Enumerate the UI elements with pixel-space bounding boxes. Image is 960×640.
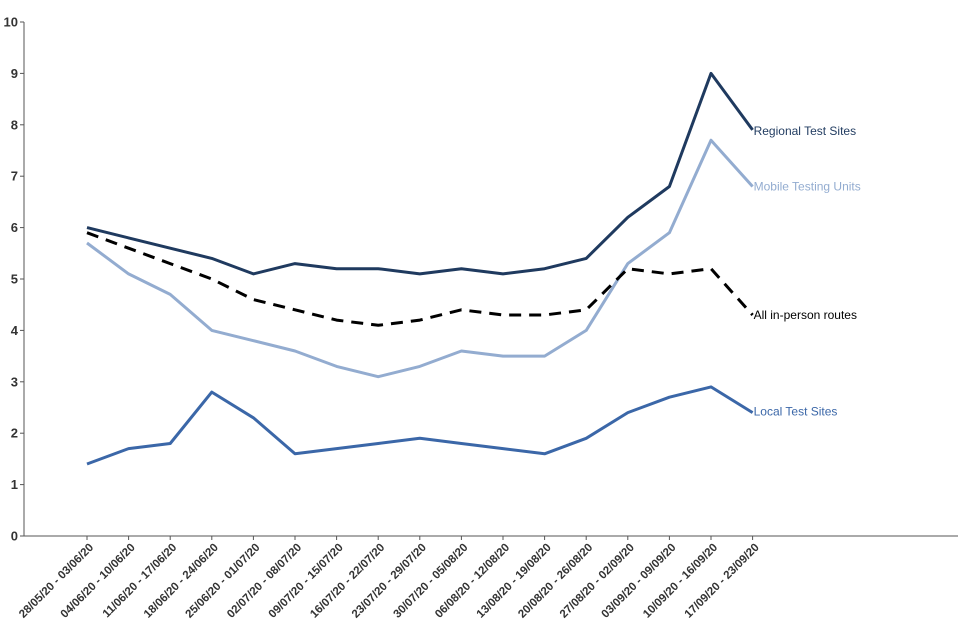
x-tick-label: 09/07/20 - 15/07/20: [267, 542, 346, 621]
series-labels: Regional Test Sites Mobile Testing Units A…: [754, 124, 861, 419]
series-line-regional-test-sites: [86, 71, 754, 276]
y-tick-label: 4: [11, 323, 19, 338]
x-tick-label: 18/06/20 - 24/06/20: [142, 542, 221, 621]
series-label: Mobile Testing Units: [754, 179, 861, 193]
series-label: Local Test Sites: [754, 405, 838, 419]
x-tick-label: 03/09/20 - 09/09/20: [600, 542, 679, 621]
x-tick-label: 25/06/20 - 01/07/20: [184, 542, 263, 621]
series-line-local-test-sites: [86, 385, 754, 466]
y-tick-label: 5: [11, 272, 18, 287]
x-tick-label: 17/09/20 - 23/09/20: [683, 542, 762, 621]
x-tick-label: 02/07/20 - 08/07/20: [225, 542, 304, 621]
series-line-all-in-person-routes: [86, 231, 754, 327]
y-tick-label: 2: [11, 426, 18, 441]
series-label: Regional Test Sites: [754, 124, 857, 138]
y-tick-label: 6: [11, 220, 18, 235]
y-ticks: 0 1 2 3 4 5 6 7 8 9 10: [4, 15, 24, 544]
y-tick-label: 10: [4, 15, 18, 30]
x-tick-label: 30/07/20 - 05/08/20: [392, 542, 471, 621]
x-tick-label: 16/07/20 - 22/07/20: [308, 542, 387, 621]
series-label: All in-person routes: [754, 308, 857, 322]
x-tick-label: 11/06/20 - 17/06/20: [101, 542, 180, 621]
y-tick-label: 8: [11, 117, 18, 132]
x-tick-label: 06/08/20 - 12/08/20: [433, 542, 512, 621]
x-tick-label: 04/06/20 - 10/06/20: [59, 542, 138, 621]
series-lines: [86, 71, 754, 466]
x-tick-label: 27/08/20 - 02/09/20: [558, 542, 637, 621]
x-tick-label: 20/08/20 - 26/08/20: [516, 542, 595, 621]
y-tick-label: 7: [11, 169, 18, 184]
axes: [23, 22, 958, 537]
x-tick-label: 13/08/20 - 19/08/20: [475, 542, 554, 621]
x-tick-label: 28/05/20 - 03/06/20: [17, 542, 96, 621]
y-tick-label: 1: [11, 477, 18, 492]
y-tick-label: 0: [11, 529, 18, 544]
x-tick-label: 23/07/20 - 29/07/20: [350, 542, 429, 621]
y-tick-label: 3: [11, 374, 18, 389]
series-line-mobile-testing-units: [86, 138, 754, 379]
x-tick-label: 10/09/20 - 16/09/20: [641, 542, 720, 621]
y-tick-label: 9: [11, 66, 18, 81]
